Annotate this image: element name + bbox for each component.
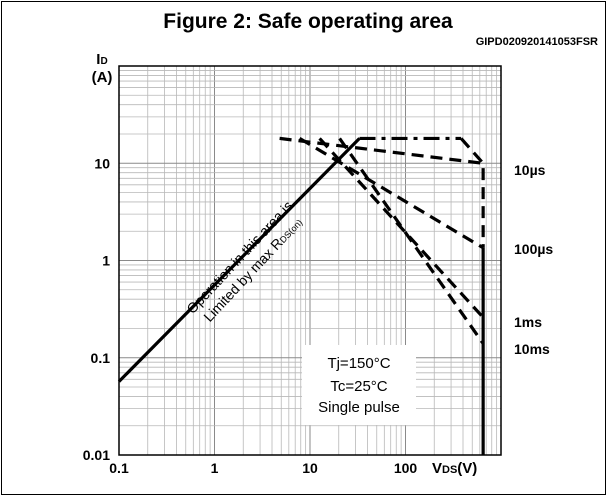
series-label-10us: 10µs [514, 162, 546, 178]
pulse-curve-100µs [298, 137, 484, 250]
vds-limit-dashed [459, 137, 485, 248]
pulse-curve-10ms [338, 137, 485, 345]
condition-tc: Tc=25°C [330, 378, 387, 395]
series-label-10ms: 10ms [514, 341, 550, 357]
x-tick-label: 0.1 [109, 460, 129, 476]
conditions-background [302, 345, 416, 425]
x-tick-label: 1 [211, 460, 219, 476]
pulse-curve-1ms [318, 137, 485, 319]
y-tick-label: 10 [94, 155, 110, 171]
rdson-annotation: Operation in this area is Limited by max… [183, 198, 304, 325]
x-axis-label: VDS(V) [432, 460, 477, 477]
chart-title: Figure 2: Safe operating area [163, 10, 453, 33]
pulse-curve-10µs [279, 136, 484, 165]
series-label-100us: 100µs [514, 241, 553, 257]
x-tick-label: 100 [394, 460, 418, 476]
x-tick-label: 10 [302, 460, 318, 476]
plot-lines [117, 136, 485, 455]
annotation-line-1: Operation in this area is [183, 198, 296, 317]
y-tick-label: 1 [102, 253, 110, 269]
series-label-1ms: 1ms [514, 314, 542, 330]
plot-border [118, 65, 502, 456]
condition-pulse: Single pulse [318, 399, 400, 416]
y-axis-label: ID [96, 51, 107, 68]
rdson-limit-line [117, 137, 361, 383]
condition-tj: Tj=150°C [327, 355, 390, 372]
y-tick-label: 0.1 [91, 350, 111, 366]
figure-code: GIPD020920141053FSR [476, 36, 598, 48]
y-axis-unit: (A) [92, 69, 113, 86]
conditions-box: Tj=150°C Tc=25°C Single pulse [302, 345, 416, 425]
y-tick-label: 0.01 [83, 447, 110, 463]
